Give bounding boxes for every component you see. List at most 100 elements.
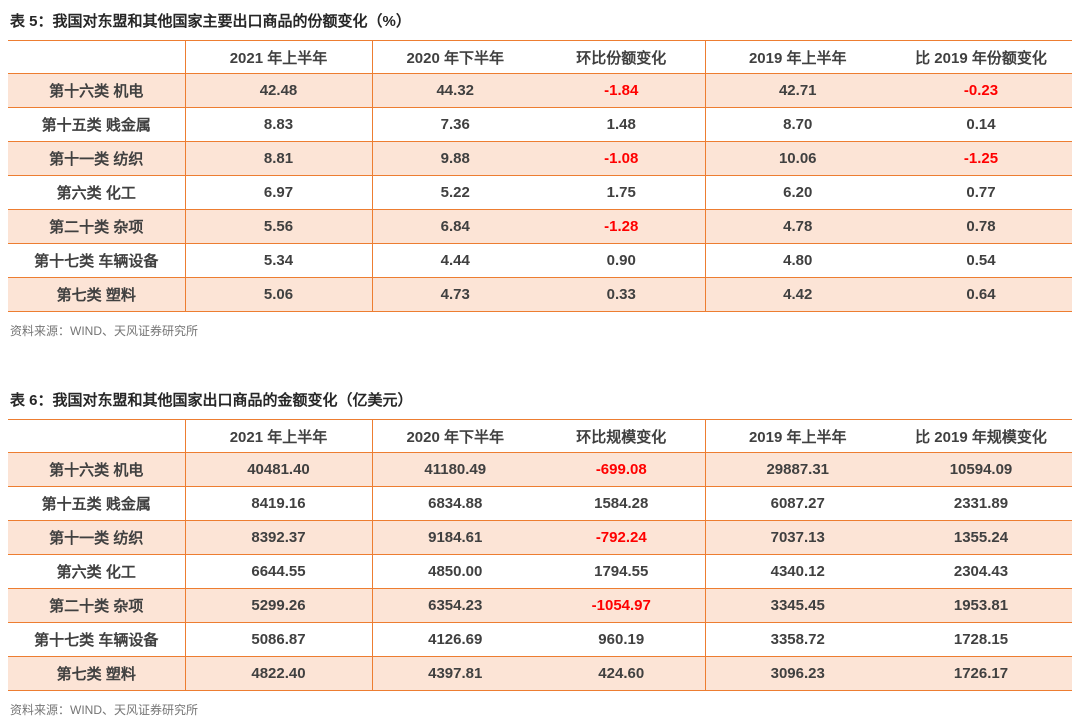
cell-value: 9.88 (440, 150, 470, 167)
cell-value: -1.08 (538, 141, 706, 176)
table5-source: 资料来源：WIND、天风证券研究所 (10, 324, 198, 338)
cell-value: 1355.24 (953, 529, 1009, 546)
table5: 2021 年上半年 2020 年下半年 环比份额变化 2019 年上半年 比 2019 … (8, 40, 1072, 312)
cell-value: 8.81 (185, 141, 373, 176)
table-row: 第十五类 贱金属 8419.16 6834.88 1584.28 6087.27 2331… (8, 486, 1072, 521)
table-row: 第七类 塑料 5.06 4.73 0.33 4.42 0.64 (8, 277, 1072, 312)
cell-value: 8419.16 (185, 486, 373, 521)
table-row: 第十七类 车辆设备 5086.87 4126.69 960.19 3358.72 1728… (8, 622, 1072, 657)
cell-value: -792.24 (538, 520, 706, 555)
header-row: 2021 年上半年 2020 年下半年 环比规模变化 2019 年上半年 比 2019 … (8, 419, 1072, 453)
cell-value: 6354.23 (428, 597, 483, 614)
cell-value: -1.25 (963, 150, 999, 167)
column-header: 2019 年上半年 (748, 49, 847, 67)
cell-value: -1.84 (538, 73, 706, 108)
cell-value: 29887.31 (766, 461, 830, 478)
cell-value: 5.34 (185, 243, 373, 278)
column-header: 2019 年上半年 (748, 428, 847, 446)
table-row: 第六类 化工 6.97 5.22 1.75 6.20 0.77 (8, 175, 1072, 210)
cell-value: 1584.28 (538, 486, 706, 521)
table-row: 第七类 塑料 4822.40 4397.81 424.60 3096.23 1726.17 (8, 656, 1072, 691)
cell-value: -0.23 (963, 82, 999, 99)
cell-value: 1794.55 (538, 554, 706, 589)
cell-value: 2304.43 (953, 563, 1009, 580)
cell-value: 8.83 (185, 107, 373, 142)
row-label: 第十一类 纺织 (8, 141, 186, 176)
column-header (8, 40, 186, 74)
row-label: 第二十类 杂项 (8, 209, 186, 244)
cell-value: 424.60 (538, 656, 706, 691)
cell-value: 10.06 (778, 150, 817, 167)
row-label: 第十五类 贱金属 (8, 486, 186, 521)
cell-value: -699.08 (538, 452, 706, 487)
column-header (8, 419, 186, 453)
cell-value: 3358.72 (770, 631, 825, 648)
cell-value: 6644.55 (185, 554, 373, 589)
cell-value: 1.75 (538, 175, 706, 210)
table-row: 第六类 化工 6644.55 4850.00 1794.55 4340.12 2304.4… (8, 554, 1072, 589)
cell-value: 5.56 (185, 209, 373, 244)
row-label: 第二十类 杂项 (8, 588, 186, 623)
cell-value: 5.06 (185, 277, 373, 312)
cell-value: 4.42 (783, 286, 813, 303)
header-row: 2021 年上半年 2020 年下半年 环比份额变化 2019 年上半年 比 2019 … (8, 40, 1072, 74)
cell-value: 1.48 (538, 107, 706, 142)
column-header: 2021 年上半年 (185, 40, 373, 74)
cell-value: 3096.23 (770, 665, 825, 682)
cell-value: 6834.88 (428, 495, 483, 512)
row-label: 第十一类 纺织 (8, 520, 186, 555)
row-label: 第十五类 贱金属 (8, 107, 186, 142)
cell-value: 2331.89 (953, 495, 1009, 512)
cell-value: -1054.97 (538, 588, 706, 623)
table-row: 第十七类 车辆设备 5.34 4.44 0.90 4.80 0.54 (8, 243, 1072, 278)
table-row: 第十五类 贱金属 8.83 7.36 1.48 8.70 0.14 (8, 107, 1072, 142)
column-header: 2020 年下半年 (406, 49, 505, 67)
row-label: 第七类 塑料 (8, 656, 186, 691)
table5-title: 表 5：我国对东盟和其他国家主要出口商品的份额变化（%） (10, 13, 411, 30)
table-row: 第二十类 杂项 5.56 6.84 -1.28 4.78 0.78 (8, 209, 1072, 244)
table-row: 第十一类 纺织 8.81 9.88 -1.08 10.06 -1.25 (8, 141, 1072, 176)
cell-value: 4850.00 (428, 563, 483, 580)
cell-value: 6.20 (783, 184, 813, 201)
row-label: 第十七类 车辆设备 (8, 622, 186, 657)
cell-value: 1728.15 (953, 631, 1009, 648)
cell-value: 0.78 (966, 218, 996, 235)
column-header: 环比份额变化 (538, 40, 706, 74)
column-header: 2020 年下半年 (406, 428, 505, 446)
cell-value: 8.70 (783, 116, 813, 133)
cell-value: 4.78 (783, 218, 813, 235)
cell-value: 6087.27 (770, 495, 825, 512)
table-row: 第十六类 机电 40481.40 41180.49 -699.08 29887.31 10… (8, 452, 1072, 487)
cell-value: 7037.13 (770, 529, 825, 546)
table6-source: 资料来源：WIND、天风证券研究所 (10, 703, 198, 717)
cell-value: 4340.12 (770, 563, 825, 580)
cell-value: 0.14 (966, 116, 996, 133)
row-label: 第七类 塑料 (8, 277, 186, 312)
cell-value: 0.77 (966, 184, 996, 201)
cell-value: 4822.40 (185, 656, 373, 691)
cell-value: 4.80 (783, 252, 813, 269)
cell-value: 6.84 (440, 218, 470, 235)
row-label: 第十六类 机电 (8, 73, 186, 108)
cell-value: 40481.40 (185, 452, 373, 487)
table-row: 第十六类 机电 42.48 44.32 -1.84 42.71 -0.23 (8, 73, 1072, 108)
column-header: 比 2019 年份额变化 (915, 49, 1047, 67)
cell-value: 5086.87 (185, 622, 373, 657)
cell-value: 41180.49 (424, 461, 487, 478)
cell-value: 1726.17 (953, 665, 1009, 682)
cell-value: 4397.81 (428, 665, 483, 682)
cell-value: 0.54 (966, 252, 996, 269)
cell-value: 0.64 (966, 286, 996, 303)
cell-value: 4126.69 (428, 631, 483, 648)
table6-title: 表 6：我国对东盟和其他国家出口商品的金额变化（亿美元） (10, 392, 413, 409)
column-header: 2021 年上半年 (185, 419, 373, 453)
cell-value: 5.22 (440, 184, 470, 201)
cell-value: 3345.45 (770, 597, 825, 614)
row-label: 第十七类 车辆设备 (8, 243, 186, 278)
cell-value: 5299.26 (185, 588, 373, 623)
column-header: 环比规模变化 (538, 419, 706, 453)
cell-value: 1953.81 (953, 597, 1009, 614)
row-label: 第六类 化工 (8, 554, 186, 589)
cell-value: 44.32 (436, 82, 475, 99)
cell-value: 4.73 (440, 286, 470, 303)
